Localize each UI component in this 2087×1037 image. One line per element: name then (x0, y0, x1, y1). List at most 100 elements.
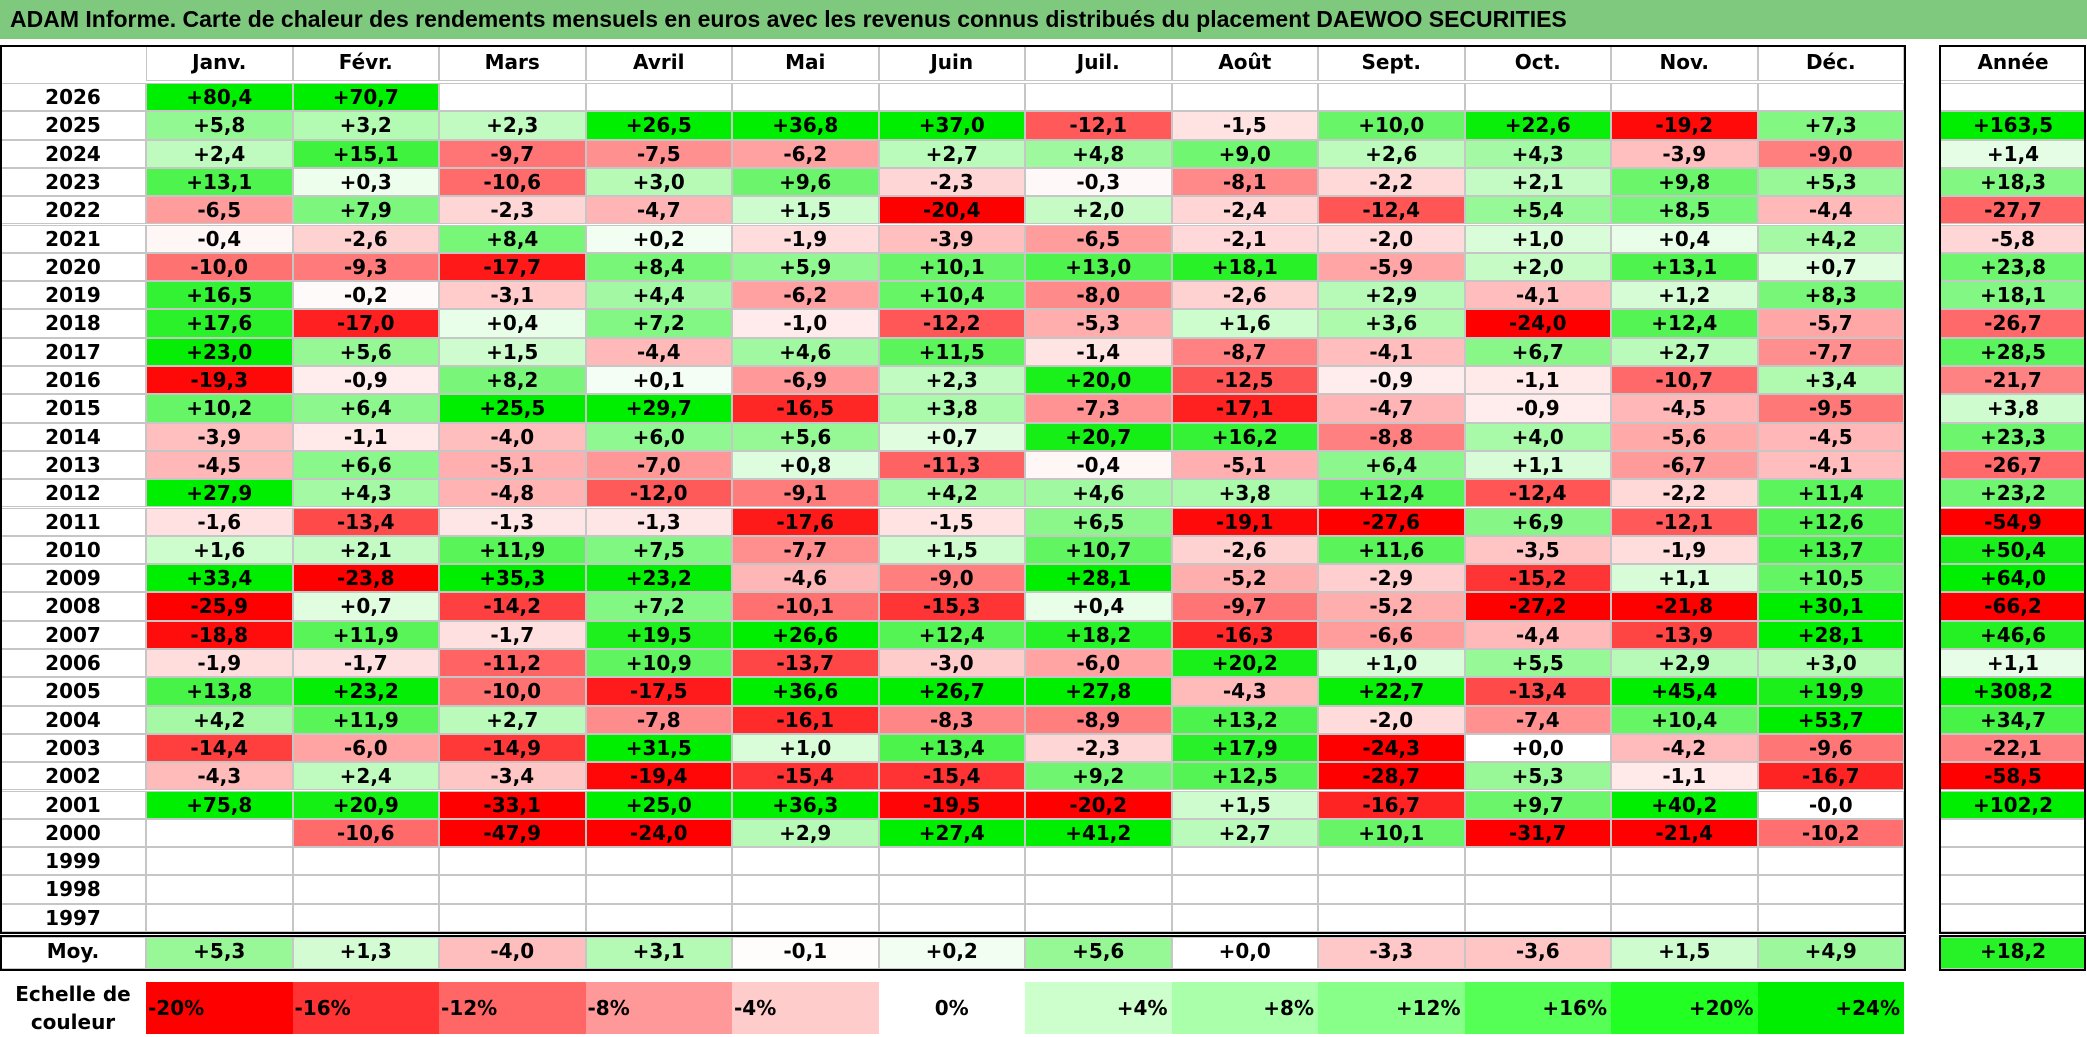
heatmap-cell: -4,1 (1757, 450, 1904, 480)
heatmap-cell: +9,0 (1171, 139, 1318, 168)
color-scale-swatch: +8% (1171, 982, 1318, 1034)
heatmap-cell: +10,1 (878, 252, 1025, 282)
heatmap-cell (146, 818, 293, 848)
heatmap-cell: -5,1 (1171, 450, 1318, 480)
annual-cell: -21,7 (1940, 366, 2086, 395)
heatmap-cell: +9,8 (1611, 167, 1758, 197)
heatmap-cell: +20,7 (1025, 422, 1172, 451)
heatmap-cell: -6,6 (1318, 620, 1465, 649)
heatmap-cell: -17,5 (585, 677, 732, 706)
year-label: 2024 (0, 139, 146, 168)
heatmap-cell: -3,4 (439, 762, 586, 791)
heatmap-cell: -6,0 (292, 733, 439, 763)
heatmap-cell: -3,9 (878, 224, 1025, 253)
annual-cell (1940, 847, 2086, 876)
heatmap-cell: -21,8 (1611, 592, 1758, 621)
heatmap-cell: +6,4 (1318, 450, 1465, 480)
heatmap-cell: +5,6 (732, 422, 879, 451)
heatmap-cell: +2,9 (1611, 649, 1758, 678)
heatmap-cell: -2,3 (439, 196, 586, 225)
year-label: 2020 (0, 252, 146, 282)
heatmap-cell: +25,0 (585, 790, 732, 819)
heatmap-cell (878, 875, 1025, 904)
average-cell: +1,5 (1611, 937, 1758, 969)
heatmap-cell (1025, 847, 1172, 876)
heatmap-cell: +29,7 (585, 394, 732, 423)
heatmap-cell: -2,6 (1171, 535, 1318, 565)
heatmap-cell: +41,2 (1025, 818, 1172, 848)
heatmap-cell: -5,1 (439, 450, 586, 480)
month-header: Août (1171, 45, 1318, 81)
heatmap-cell (1025, 83, 1172, 112)
heatmap-cell: +10,4 (1611, 705, 1758, 734)
heatmap-cell: -16,5 (732, 394, 879, 423)
heatmap-cell: +4,6 (732, 337, 879, 366)
heatmap-cell: -4,4 (1757, 196, 1904, 225)
heatmap-cell: -17,7 (439, 252, 586, 282)
heatmap-cell: -1,7 (292, 649, 439, 678)
heatmap-cell: -10,0 (439, 677, 586, 706)
heatmap-cell: +11,5 (878, 337, 1025, 366)
heatmap-cell: +5,8 (146, 111, 293, 140)
heatmap-cell (732, 875, 879, 904)
heatmap-cell (1171, 875, 1318, 904)
heatmap-cell: +2,1 (292, 535, 439, 565)
heatmap-cell: +45,4 (1611, 677, 1758, 706)
heatmap-cell: -1,1 (292, 422, 439, 451)
heatmap-cell: -9,0 (878, 564, 1025, 593)
year-label: 2006 (0, 649, 146, 678)
heatmap-cell: -10,7 (1611, 366, 1758, 395)
average-cell: -3,6 (1464, 937, 1611, 969)
annual-header: Année (1940, 45, 2086, 81)
heatmap-cell: -14,9 (439, 733, 586, 763)
heatmap-cell: +40,2 (1611, 790, 1758, 819)
annual-cell: +23,2 (1940, 479, 2086, 508)
month-header: Sept. (1318, 45, 1465, 81)
heatmap-cell: +2,9 (732, 818, 879, 848)
heatmap-cell: -4,4 (585, 337, 732, 366)
heatmap-cell: +2,1 (1464, 167, 1611, 197)
heatmap-cell: -14,2 (439, 592, 586, 621)
heatmap-cell: -11,2 (439, 649, 586, 678)
heatmap-cell: -1,0 (732, 309, 879, 338)
heatmap-cell (1171, 847, 1318, 876)
heatmap-cell: -8,1 (1171, 167, 1318, 197)
year-label: 1997 (0, 903, 146, 932)
heatmap-cell: -28,7 (1318, 762, 1465, 791)
heatmap-cell: +13,2 (1171, 705, 1318, 734)
heatmap-cell: +1,2 (1611, 281, 1758, 310)
heatmap-cell: +12,5 (1171, 762, 1318, 791)
heatmap-cell: -1,9 (1611, 535, 1758, 565)
heatmap-cell: +0,4 (439, 309, 586, 338)
heatmap-cell (1171, 903, 1318, 932)
heatmap-cell: -4,0 (439, 422, 586, 451)
heatmap-cell: -0,4 (146, 224, 293, 253)
heatmap-cell: +27,9 (146, 479, 293, 508)
heatmap-cell: +5,9 (732, 252, 879, 282)
heatmap-cell: +10,2 (146, 394, 293, 423)
annual-cell (1940, 875, 2086, 904)
heatmap-cell: +28,1 (1025, 564, 1172, 593)
heatmap-cell: +18,2 (1025, 620, 1172, 649)
annual-cell: +18,1 (1940, 281, 2086, 310)
chart-title: ADAM Informe. Carte de chaleur des rende… (0, 0, 2087, 39)
heatmap-cell: +2,0 (1464, 252, 1611, 282)
year-label: 2001 (0, 790, 146, 819)
heatmap-cell: -6,9 (732, 366, 879, 395)
heatmap-cell: +30,1 (1757, 592, 1904, 621)
heatmap-cell: -6,7 (1611, 450, 1758, 480)
heatmap-cell: +2,4 (146, 139, 293, 168)
heatmap-cell: -9,6 (1757, 733, 1904, 763)
heatmap-cell: -5,2 (1318, 592, 1465, 621)
heatmap-cell: +10,9 (585, 649, 732, 678)
average-cell: -3,3 (1318, 937, 1465, 969)
heatmap-cell: +5,5 (1464, 649, 1611, 678)
heatmap-cell: -16,1 (732, 705, 879, 734)
heatmap-cell (1171, 83, 1318, 112)
heatmap-cell (1757, 847, 1904, 876)
annual-cell: -27,7 (1940, 196, 2086, 225)
heatmap-cell (1611, 903, 1758, 932)
heatmap-cell: +12,6 (1757, 507, 1904, 536)
heatmap-cell: +2,6 (1318, 139, 1465, 168)
heatmap-cell: -10,2 (1757, 818, 1904, 848)
